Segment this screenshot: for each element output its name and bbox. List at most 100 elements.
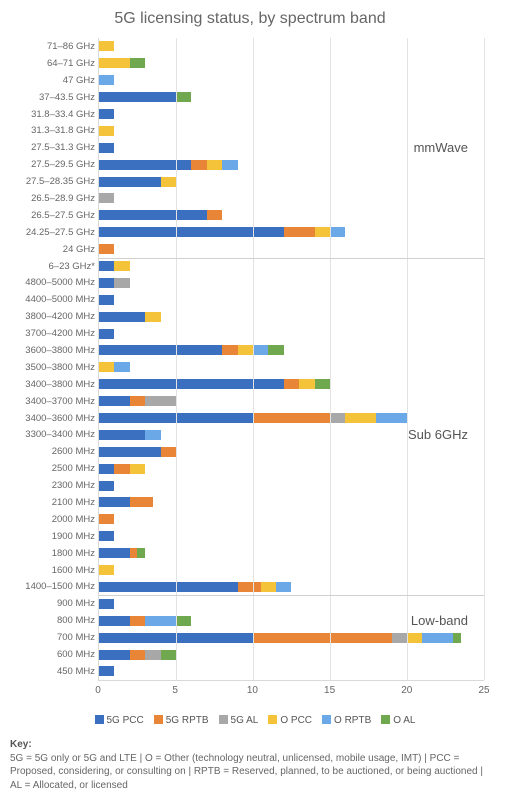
- bar-segment: [207, 210, 222, 220]
- y-axis-label: 800 MHz: [57, 615, 99, 626]
- x-tick-label: 10: [247, 685, 258, 696]
- group-divider: [99, 258, 484, 259]
- stacked-bar: [99, 109, 114, 119]
- stacked-bar: [99, 481, 114, 491]
- bar-segment: [99, 464, 114, 474]
- stacked-bar: [99, 362, 130, 372]
- legend-label: 5G AL: [231, 715, 259, 726]
- bar-row: 3400–3600 MHz: [99, 413, 484, 423]
- bar-segment: [99, 430, 145, 440]
- x-tick-label: 5: [172, 685, 178, 696]
- stacked-bar: [99, 464, 145, 474]
- bar-row: 1900 MHz: [99, 531, 484, 541]
- bar-row: 27.5–29.5 GHz: [99, 160, 484, 170]
- y-axis-label: 31.3–31.8 GHz: [31, 125, 99, 136]
- stacked-bar: [99, 329, 114, 339]
- bar-segment: [261, 582, 276, 592]
- stacked-bar: [99, 58, 145, 68]
- bar-segment: [284, 227, 315, 237]
- stacked-bar: [99, 210, 222, 220]
- bar-row: 3400–3700 MHz: [99, 396, 484, 406]
- legend-swatch: [154, 715, 163, 724]
- stacked-bar: [99, 345, 284, 355]
- bar-segment: [99, 548, 130, 558]
- bar-row: 2100 MHz: [99, 497, 484, 507]
- stacked-bar: [99, 616, 191, 626]
- stacked-bar: [99, 447, 176, 457]
- legend-swatch: [381, 715, 390, 724]
- bar-segment: [130, 497, 153, 507]
- bar-segment: [114, 261, 129, 271]
- stacked-bar: [99, 92, 191, 102]
- bar-segment: [99, 599, 114, 609]
- y-axis-label: 450 MHz: [57, 666, 99, 677]
- bar-segment: [191, 160, 206, 170]
- y-axis-label: 2500 MHz: [52, 463, 99, 474]
- bar-row: 4400–5000 MHz: [99, 295, 484, 305]
- bar-row: 47 GHz: [99, 75, 484, 85]
- bar-segment: [238, 345, 253, 355]
- bar-segment: [253, 345, 268, 355]
- y-axis-label: 3800–4200 MHz: [25, 311, 99, 322]
- bar-segment: [99, 582, 238, 592]
- bar-segment: [99, 497, 130, 507]
- stacked-bar: [99, 227, 345, 237]
- bar-segment: [130, 616, 145, 626]
- stacked-bar: [99, 261, 130, 271]
- bar-segment: [99, 210, 207, 220]
- y-axis-label: 27.5–29.5 GHz: [31, 159, 99, 170]
- stacked-bar: [99, 244, 114, 254]
- bar-segment: [99, 177, 161, 187]
- bar-segment: [99, 362, 114, 372]
- y-axis-label: 1600 MHz: [52, 565, 99, 576]
- legend-swatch: [219, 715, 228, 724]
- bar-segment: [207, 160, 222, 170]
- bar-segment: [114, 278, 129, 288]
- bar-segment: [99, 379, 284, 389]
- bar-segment: [99, 514, 114, 524]
- bar-segment: [407, 633, 422, 643]
- y-axis-label: 2000 MHz: [52, 514, 99, 525]
- bar-segment: [161, 447, 176, 457]
- bar-row: 2300 MHz: [99, 481, 484, 491]
- y-axis-label: 6–23 GHz*: [49, 261, 99, 272]
- bar-segment: [99, 261, 114, 271]
- y-axis-label: 24.25–27.5 GHz: [26, 227, 99, 238]
- bar-segment: [99, 75, 114, 85]
- y-axis-label: 700 MHz: [57, 632, 99, 643]
- bar-segment: [422, 633, 453, 643]
- bar-row: 4800–5000 MHz: [99, 278, 484, 288]
- y-axis-label: 26.5–28.9 GHz: [31, 193, 99, 204]
- y-axis-label: 27.5–31.3 GHz: [31, 142, 99, 153]
- key-block: Key: 5G = 5G only or 5G and LTE | O = Ot…: [6, 736, 494, 800]
- bar-row: 900 MHz: [99, 599, 484, 609]
- bar-segment: [453, 633, 461, 643]
- bar-row: 3400–3800 MHz: [99, 379, 484, 389]
- bar-segment: [99, 126, 114, 136]
- bar-row: 31.8–33.4 GHz: [99, 109, 484, 119]
- bar-segment: [99, 227, 284, 237]
- y-axis-label: 3400–3800 MHz: [25, 379, 99, 390]
- bar-row: 6–23 GHz*: [99, 261, 484, 271]
- y-axis-label: 900 MHz: [57, 598, 99, 609]
- bar-row: 450 MHz: [99, 666, 484, 676]
- bar-segment: [99, 160, 191, 170]
- bar-segment: [222, 345, 237, 355]
- y-axis-label: 2100 MHz: [52, 497, 99, 508]
- y-axis-label: 4800–5000 MHz: [25, 277, 99, 288]
- bar-segment: [176, 616, 191, 626]
- bar-segment: [130, 396, 145, 406]
- bar-segment: [99, 41, 114, 51]
- bar-row: 2000 MHz: [99, 514, 484, 524]
- bar-segment: [99, 92, 176, 102]
- stacked-bar: [99, 312, 161, 322]
- bars-container: 71–86 GHz64–71 GHz47 GHz37–43.5 GHz31.8–…: [99, 38, 484, 680]
- chart-title: 5G licensing status, by spectrum band: [6, 10, 494, 28]
- legend-label: 5G PCC: [107, 715, 144, 726]
- gridline: [330, 38, 331, 680]
- bar-row: 37–43.5 GHz: [99, 92, 484, 102]
- bar-segment: [276, 582, 291, 592]
- stacked-bar: [99, 193, 114, 203]
- y-axis-label: 3500–3800 MHz: [25, 362, 99, 373]
- bar-row: 1600 MHz: [99, 565, 484, 575]
